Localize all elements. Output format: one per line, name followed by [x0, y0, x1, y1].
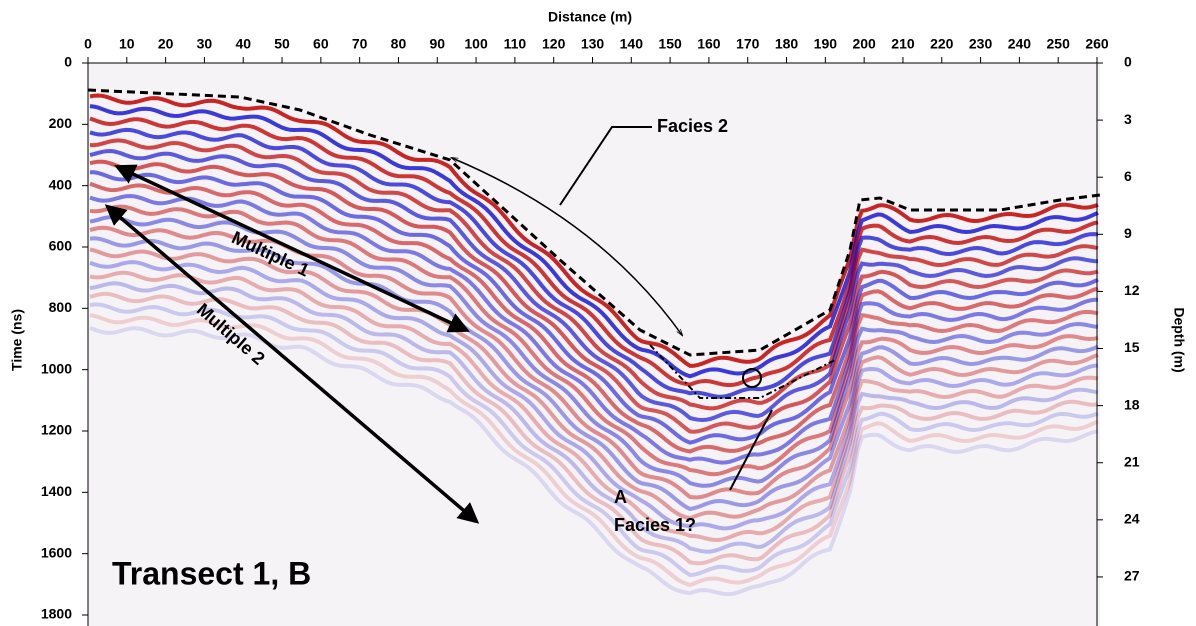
x-tick-label: 220: [930, 36, 954, 52]
y-axis-title: Time (ns): [9, 309, 25, 371]
y2-axis-title: Depth (m): [1171, 307, 1187, 372]
y2-tick-label: 12: [1124, 282, 1140, 298]
y2-tick-label: 24: [1124, 511, 1140, 527]
x-tick-label: 210: [891, 36, 915, 52]
x-tick-label: 30: [197, 36, 213, 52]
x-tick-label: 140: [620, 36, 644, 52]
chart: Distance (m) Time (ns) Depth (m) Facies …: [0, 0, 1196, 626]
x-tick-label: 160: [697, 36, 721, 52]
x-tick-label: 170: [736, 36, 760, 52]
x-tick-label: 0: [84, 36, 92, 52]
x-tick-label: 230: [969, 36, 993, 52]
x-tick-label: 120: [542, 36, 566, 52]
x-tick-label: 20: [158, 36, 174, 52]
annotation: Facies 2: [657, 116, 728, 136]
x-tick-label: 50: [274, 36, 290, 52]
y-tick-label: 1200: [41, 422, 72, 438]
x-tick-label: 130: [581, 36, 605, 52]
x-tick-label: 60: [313, 36, 329, 52]
y2-tick-label: 15: [1124, 339, 1140, 355]
x-tick-label: 150: [658, 36, 682, 52]
x-tick-label: 100: [464, 36, 488, 52]
y2-tick-label: 6: [1124, 168, 1132, 184]
y2-tick-label: 18: [1124, 396, 1140, 412]
x-tick-label: 10: [119, 36, 135, 52]
annotation: A: [614, 487, 627, 507]
y-tick-label: 800: [49, 299, 73, 315]
x-tick-label: 70: [352, 36, 368, 52]
x-tick-label: 260: [1085, 36, 1109, 52]
y2-tick-label: 3: [1124, 111, 1132, 127]
y-tick-label: 200: [49, 115, 73, 131]
annotation: Transect 1, B: [112, 555, 311, 591]
y-tick-label: 1600: [41, 544, 72, 560]
annotation: Facies 1?: [614, 515, 696, 535]
x-tick-label: 190: [814, 36, 838, 52]
x-axis-title: Distance (m): [548, 9, 632, 25]
y-tick-label: 400: [49, 176, 73, 192]
x-tick-label: 40: [235, 36, 251, 52]
y2-tick-label: 9: [1124, 225, 1132, 241]
x-tick-label: 90: [429, 36, 445, 52]
x-tick-label: 240: [1008, 36, 1032, 52]
x-tick-label: 180: [775, 36, 799, 52]
y-tick-label: 1800: [41, 606, 72, 622]
y-tick-label: 1000: [41, 360, 72, 376]
x-tick-label: 250: [1047, 36, 1071, 52]
y-tick-label: 1400: [41, 483, 72, 499]
y-tick-label: 600: [49, 238, 73, 254]
x-tick-label: 110: [504, 36, 527, 52]
x-tick-label: 200: [852, 36, 876, 52]
y2-tick-label: 0: [1124, 54, 1132, 70]
y2-tick-label: 21: [1124, 453, 1140, 469]
y2-tick-label: 27: [1124, 568, 1140, 584]
x-tick-label: 80: [391, 36, 407, 52]
y-tick-label: 0: [64, 54, 72, 70]
